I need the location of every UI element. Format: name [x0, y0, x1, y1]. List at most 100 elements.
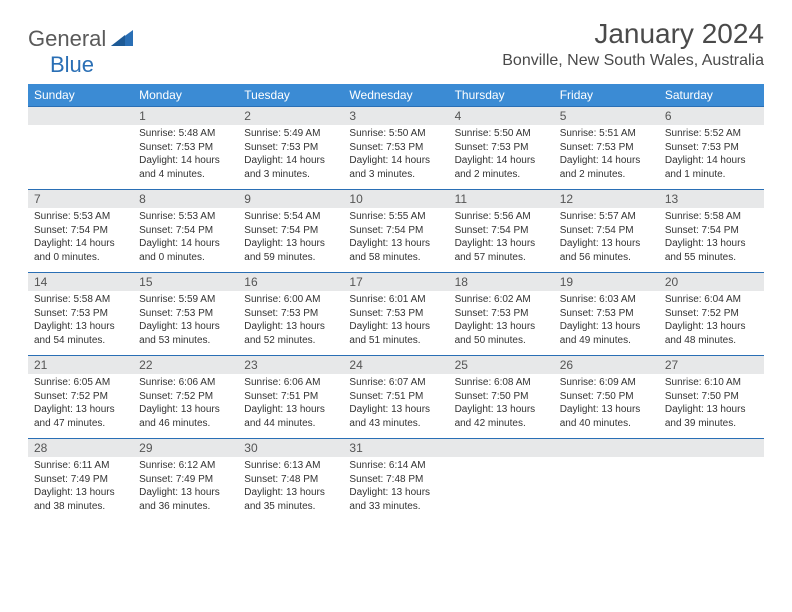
day-detail-cell: Sunrise: 6:10 AMSunset: 7:50 PMDaylight:… — [659, 374, 764, 439]
sunrise-text: Sunrise: 5:50 AM — [349, 127, 442, 141]
sunrise-text: Sunrise: 5:50 AM — [455, 127, 548, 141]
day-of-week-header: Saturday — [659, 84, 764, 107]
day-number-cell: 1 — [133, 107, 238, 126]
sunrise-text: Sunrise: 6:12 AM — [139, 459, 232, 473]
sunset-text: Sunset: 7:53 PM — [560, 141, 653, 155]
day-detail-cell: Sunrise: 5:50 AMSunset: 7:53 PMDaylight:… — [449, 125, 554, 190]
sunset-text: Sunset: 7:50 PM — [560, 390, 653, 404]
sunset-text: Sunset: 7:53 PM — [665, 141, 758, 155]
sunrise-text: Sunrise: 6:06 AM — [244, 376, 337, 390]
day-number-cell: 12 — [554, 190, 659, 209]
sunrise-text: Sunrise: 6:03 AM — [560, 293, 653, 307]
logo-text: General Blue — [28, 26, 133, 78]
day-detail-cell: Sunrise: 6:03 AMSunset: 7:53 PMDaylight:… — [554, 291, 659, 356]
logo-text-general: General — [28, 26, 106, 51]
day-number-cell: 2 — [238, 107, 343, 126]
day-detail-cell: Sunrise: 6:11 AMSunset: 7:49 PMDaylight:… — [28, 457, 133, 521]
day-number-cell: 22 — [133, 356, 238, 375]
sunrise-text: Sunrise: 5:53 AM — [34, 210, 127, 224]
day-number-cell: 9 — [238, 190, 343, 209]
sunrise-text: Sunrise: 6:10 AM — [665, 376, 758, 390]
day-number-cell: 18 — [449, 273, 554, 292]
sunset-text: Sunset: 7:52 PM — [139, 390, 232, 404]
daylight-text: Daylight: 13 hours and 33 minutes. — [349, 486, 442, 513]
day-number-cell: 4 — [449, 107, 554, 126]
day-number-cell: 27 — [659, 356, 764, 375]
day-of-week-header: Wednesday — [343, 84, 448, 107]
sunset-text: Sunset: 7:54 PM — [665, 224, 758, 238]
logo-text-blue: Blue — [50, 52, 94, 77]
daylight-text: Daylight: 13 hours and 40 minutes. — [560, 403, 653, 430]
sunrise-text: Sunrise: 5:59 AM — [139, 293, 232, 307]
day-number-cell: 21 — [28, 356, 133, 375]
sunrise-text: Sunrise: 5:54 AM — [244, 210, 337, 224]
daylight-text: Daylight: 13 hours and 47 minutes. — [34, 403, 127, 430]
sunset-text: Sunset: 7:51 PM — [244, 390, 337, 404]
day-number-cell: 31 — [343, 439, 448, 458]
day-detail-cell: Sunrise: 6:06 AMSunset: 7:52 PMDaylight:… — [133, 374, 238, 439]
sunset-text: Sunset: 7:53 PM — [244, 141, 337, 155]
day-detail-cell: Sunrise: 6:06 AMSunset: 7:51 PMDaylight:… — [238, 374, 343, 439]
day-number-cell: 23 — [238, 356, 343, 375]
day-detail-cell: Sunrise: 5:49 AMSunset: 7:53 PMDaylight:… — [238, 125, 343, 190]
day-detail-cell: Sunrise: 6:07 AMSunset: 7:51 PMDaylight:… — [343, 374, 448, 439]
sunset-text: Sunset: 7:54 PM — [349, 224, 442, 238]
day-detail-cell: Sunrise: 5:53 AMSunset: 7:54 PMDaylight:… — [28, 208, 133, 273]
sunset-text: Sunset: 7:50 PM — [665, 390, 758, 404]
sunrise-text: Sunrise: 5:57 AM — [560, 210, 653, 224]
day-detail-cell: Sunrise: 6:02 AMSunset: 7:53 PMDaylight:… — [449, 291, 554, 356]
sunset-text: Sunset: 7:49 PM — [34, 473, 127, 487]
daylight-text: Daylight: 13 hours and 38 minutes. — [34, 486, 127, 513]
day-detail-cell: Sunrise: 6:08 AMSunset: 7:50 PMDaylight:… — [449, 374, 554, 439]
day-detail-row: Sunrise: 6:11 AMSunset: 7:49 PMDaylight:… — [28, 457, 764, 521]
day-detail-cell: Sunrise: 6:12 AMSunset: 7:49 PMDaylight:… — [133, 457, 238, 521]
day-number-cell: 6 — [659, 107, 764, 126]
sunrise-text: Sunrise: 6:14 AM — [349, 459, 442, 473]
day-detail-cell: Sunrise: 5:50 AMSunset: 7:53 PMDaylight:… — [343, 125, 448, 190]
sunrise-text: Sunrise: 5:58 AM — [665, 210, 758, 224]
day-number-cell: 14 — [28, 273, 133, 292]
day-detail-cell: Sunrise: 6:13 AMSunset: 7:48 PMDaylight:… — [238, 457, 343, 521]
sunrise-text: Sunrise: 6:01 AM — [349, 293, 442, 307]
daylight-text: Daylight: 13 hours and 44 minutes. — [244, 403, 337, 430]
sunset-text: Sunset: 7:53 PM — [139, 141, 232, 155]
day-number-cell: 28 — [28, 439, 133, 458]
day-number-row: 28293031 — [28, 439, 764, 458]
day-number-cell — [659, 439, 764, 458]
daylight-text: Daylight: 13 hours and 52 minutes. — [244, 320, 337, 347]
sunset-text: Sunset: 7:54 PM — [244, 224, 337, 238]
logo: General Blue — [28, 26, 133, 78]
day-detail-cell: Sunrise: 6:09 AMSunset: 7:50 PMDaylight:… — [554, 374, 659, 439]
day-detail-cell: Sunrise: 6:00 AMSunset: 7:53 PMDaylight:… — [238, 291, 343, 356]
day-number-row: 123456 — [28, 107, 764, 126]
day-detail-cell — [554, 457, 659, 521]
day-number-cell: 20 — [659, 273, 764, 292]
daylight-text: Daylight: 13 hours and 53 minutes. — [139, 320, 232, 347]
day-number-cell: 11 — [449, 190, 554, 209]
day-of-week-header: Friday — [554, 84, 659, 107]
sunrise-text: Sunrise: 6:00 AM — [244, 293, 337, 307]
day-detail-cell: Sunrise: 5:54 AMSunset: 7:54 PMDaylight:… — [238, 208, 343, 273]
day-detail-row: Sunrise: 6:05 AMSunset: 7:52 PMDaylight:… — [28, 374, 764, 439]
sunrise-text: Sunrise: 6:06 AM — [139, 376, 232, 390]
sunrise-text: Sunrise: 5:52 AM — [665, 127, 758, 141]
sunrise-text: Sunrise: 6:13 AM — [244, 459, 337, 473]
day-number-cell — [449, 439, 554, 458]
location-label: Bonville, New South Wales, Australia — [502, 52, 764, 70]
sunset-text: Sunset: 7:52 PM — [34, 390, 127, 404]
calendar-table: SundayMondayTuesdayWednesdayThursdayFrid… — [28, 84, 764, 521]
sunrise-text: Sunrise: 5:55 AM — [349, 210, 442, 224]
sunset-text: Sunset: 7:54 PM — [34, 224, 127, 238]
day-detail-cell: Sunrise: 5:53 AMSunset: 7:54 PMDaylight:… — [133, 208, 238, 273]
sunrise-text: Sunrise: 6:04 AM — [665, 293, 758, 307]
logo-triangle-icon — [111, 30, 133, 51]
sunrise-text: Sunrise: 5:58 AM — [34, 293, 127, 307]
day-of-week-row: SundayMondayTuesdayWednesdayThursdayFrid… — [28, 84, 764, 107]
sunset-text: Sunset: 7:54 PM — [455, 224, 548, 238]
day-number-row: 21222324252627 — [28, 356, 764, 375]
daylight-text: Daylight: 13 hours and 59 minutes. — [244, 237, 337, 264]
daylight-text: Daylight: 13 hours and 55 minutes. — [665, 237, 758, 264]
day-detail-cell: Sunrise: 5:51 AMSunset: 7:53 PMDaylight:… — [554, 125, 659, 190]
sunset-text: Sunset: 7:53 PM — [349, 307, 442, 321]
day-number-cell — [28, 107, 133, 126]
